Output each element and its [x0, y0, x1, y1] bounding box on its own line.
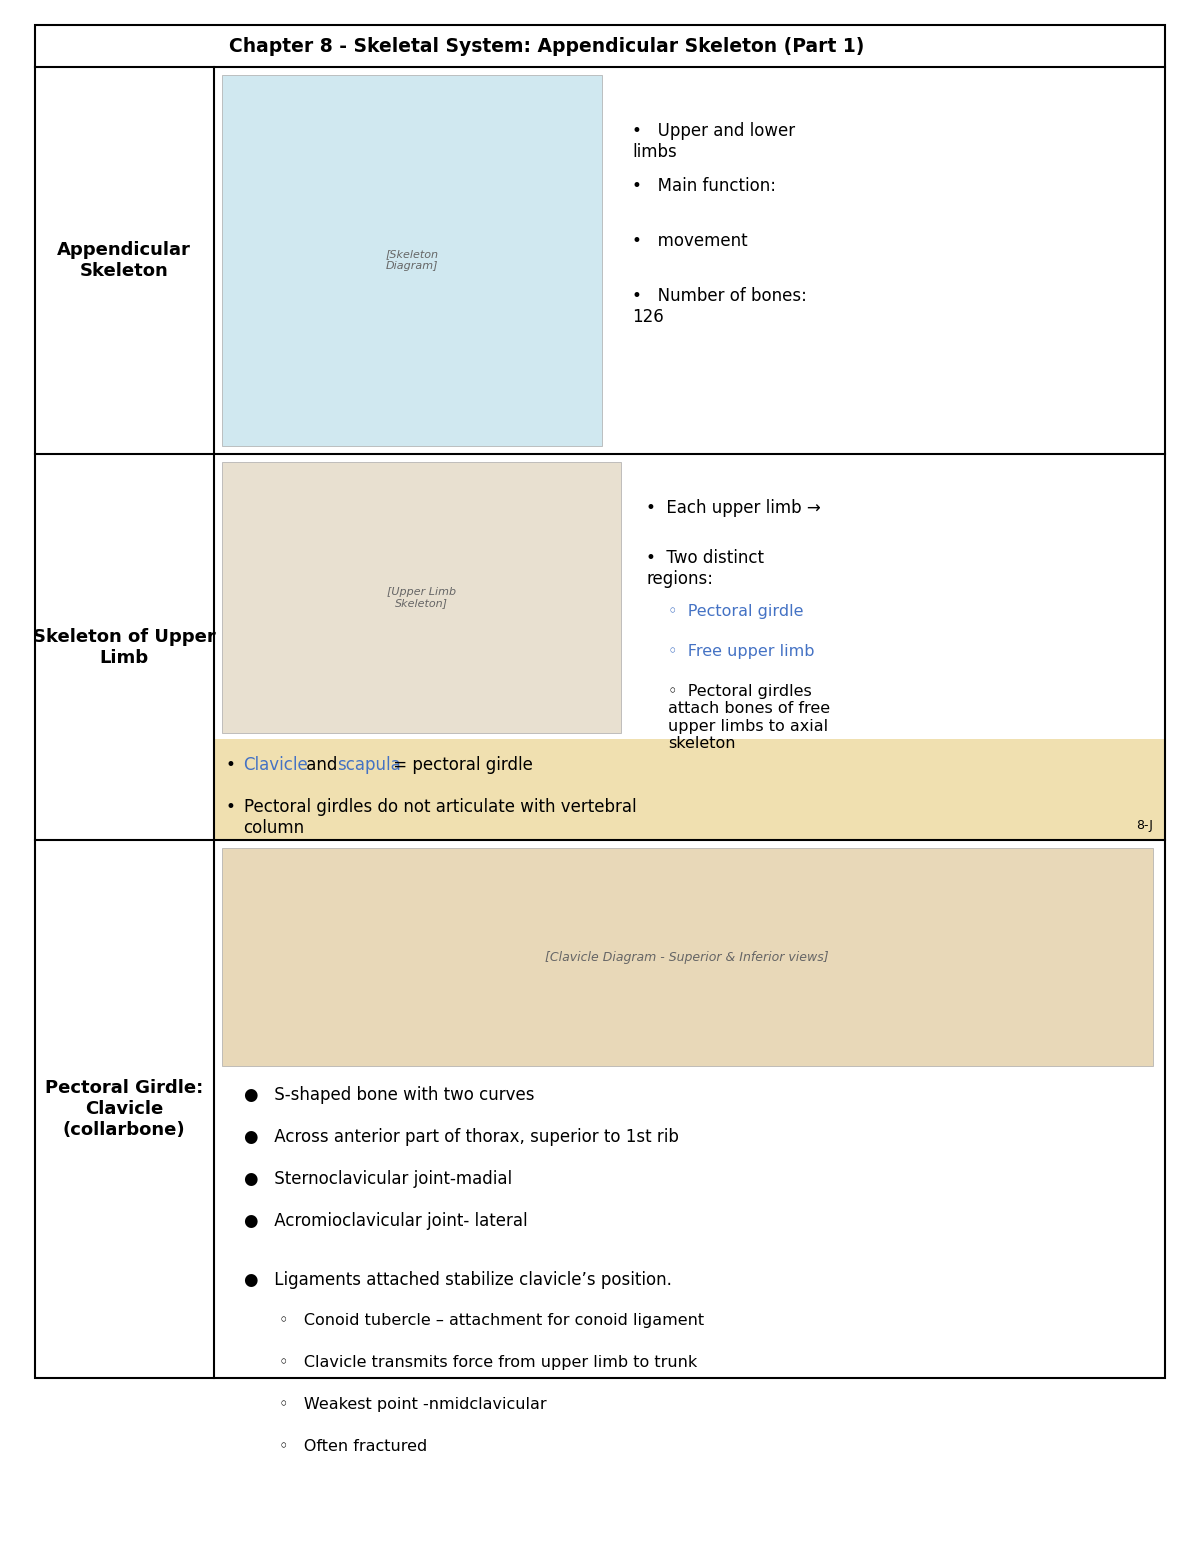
Text: •   Upper and lower
limbs: • Upper and lower limbs: [632, 123, 796, 162]
Text: and: and: [301, 756, 343, 773]
Text: •: •: [226, 798, 235, 815]
Text: Pectoral girdles do not articulate with vertebral
column: Pectoral girdles do not articulate with …: [244, 798, 636, 837]
Text: •  Two distinct
regions:: • Two distinct regions:: [646, 548, 764, 587]
Text: ◦   Weakest point -nmidclavicular: ◦ Weakest point -nmidclavicular: [278, 1398, 546, 1412]
Text: ◦  Free upper limb: ◦ Free upper limb: [668, 644, 815, 658]
Text: •  Each upper limb →: • Each upper limb →: [646, 499, 821, 517]
Text: •   Number of bones:
126: • Number of bones: 126: [632, 287, 806, 326]
Bar: [35, 25, 1165, 1378]
Text: •   Main function:: • Main function:: [632, 177, 776, 196]
Text: Appendicular
Skeleton: Appendicular Skeleton: [58, 241, 191, 280]
Text: •: •: [226, 756, 235, 773]
Bar: [215, 739, 1164, 840]
Text: Chapter 8 - Skeletal System: Appendicular Skeleton (Part 1): Chapter 8 - Skeletal System: Appendicula…: [228, 37, 864, 56]
Bar: [222, 461, 622, 733]
Text: ◦   Conoid tubercle – attachment for conoid ligament: ◦ Conoid tubercle – attachment for conoi…: [278, 1312, 703, 1328]
Text: 8-J: 8-J: [1136, 820, 1153, 832]
Text: [Clavicle Diagram - Superior & Inferior views]: [Clavicle Diagram - Superior & Inferior …: [546, 950, 829, 964]
Text: ●   Sternoclavicular joint-madial: ● Sternoclavicular joint-madial: [244, 1171, 511, 1188]
Text: ◦   Clavicle transmits force from upper limb to trunk: ◦ Clavicle transmits force from upper li…: [278, 1356, 697, 1370]
Text: ◦  Pectoral girdle: ◦ Pectoral girdle: [668, 604, 804, 618]
Text: ●   S-shaped bone with two curves: ● S-shaped bone with two curves: [244, 1086, 534, 1104]
Text: = pectoral girdle: = pectoral girdle: [388, 756, 533, 773]
Text: ●   Across anterior part of thorax, superior to 1st rib: ● Across anterior part of thorax, superi…: [244, 1127, 678, 1146]
Text: ●   Acromioclavicular joint- lateral: ● Acromioclavicular joint- lateral: [244, 1213, 527, 1230]
Text: ●   Ligaments attached stabilize clavicle’s position.: ● Ligaments attached stabilize clavicle’…: [244, 1270, 672, 1289]
Text: ◦   Often fractured: ◦ Often fractured: [278, 1440, 427, 1454]
Bar: [222, 848, 1153, 1067]
Text: Pectoral Girdle:
Clavicle
(collarbone): Pectoral Girdle: Clavicle (collarbone): [46, 1079, 203, 1138]
Text: ◦  Pectoral girdles
attach bones of free
upper limbs to axial
skeleton: ◦ Pectoral girdles attach bones of free …: [668, 683, 830, 752]
Text: Clavicle: Clavicle: [244, 756, 308, 773]
Text: •   movement: • movement: [632, 231, 748, 250]
Text: [Skeleton
Diagram]: [Skeleton Diagram]: [385, 250, 438, 272]
Text: Skeleton of Upper
Limb: Skeleton of Upper Limb: [32, 627, 216, 666]
Bar: [222, 75, 602, 446]
Text: scapula: scapula: [337, 756, 401, 773]
Text: [Upper Limb
Skeleton]: [Upper Limb Skeleton]: [386, 587, 456, 609]
